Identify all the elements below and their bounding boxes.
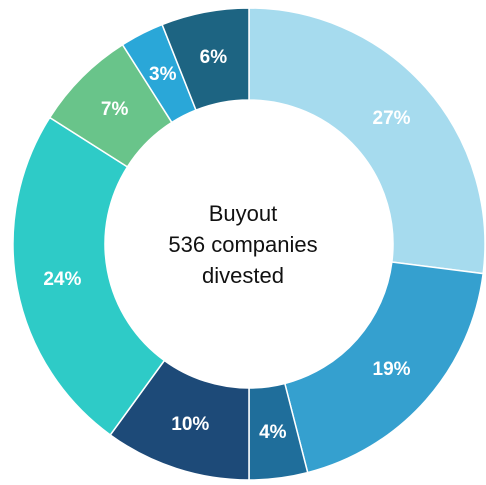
donut-slice-8 [161,7,250,112]
slice-label-1: 27% [373,108,411,129]
center-label: Buyout 536 companies divested [143,198,343,291]
donut-slice-5 [12,116,166,436]
center-label-line-2: 536 companies [168,232,318,257]
center-label-line-3: divested [202,263,284,288]
slice-label-3: 4% [259,422,287,443]
slice-label-7: 3% [149,64,177,85]
slice-label-4: 10% [171,414,209,435]
slice-label-8: 6% [200,47,228,68]
donut-slice-1 [248,7,486,275]
donut-slice-2 [283,261,484,474]
slice-label-2: 19% [373,359,411,380]
center-label-line-1: Buyout [208,201,278,226]
slice-label-5: 24% [43,269,81,290]
slice-label-6: 7% [101,99,129,120]
